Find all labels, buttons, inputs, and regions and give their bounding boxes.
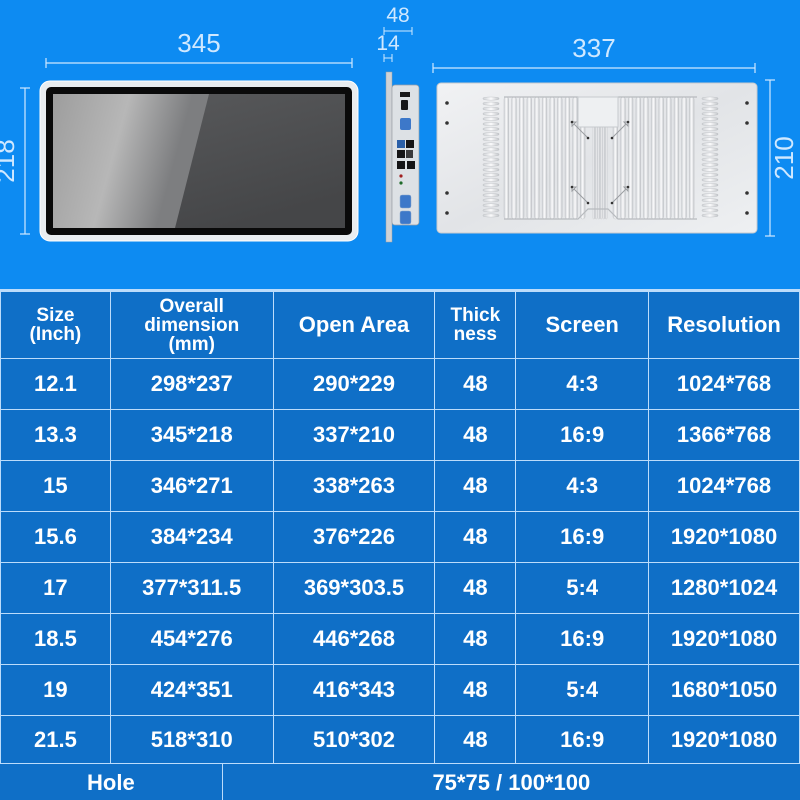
svg-text:14: 14: [376, 32, 400, 55]
svg-text:48: 48: [386, 4, 409, 27]
svg-text:345: 345: [177, 28, 220, 58]
svg-text:210: 210: [769, 136, 799, 179]
svg-text:218: 218: [0, 139, 20, 182]
svg-text:337: 337: [572, 33, 615, 63]
